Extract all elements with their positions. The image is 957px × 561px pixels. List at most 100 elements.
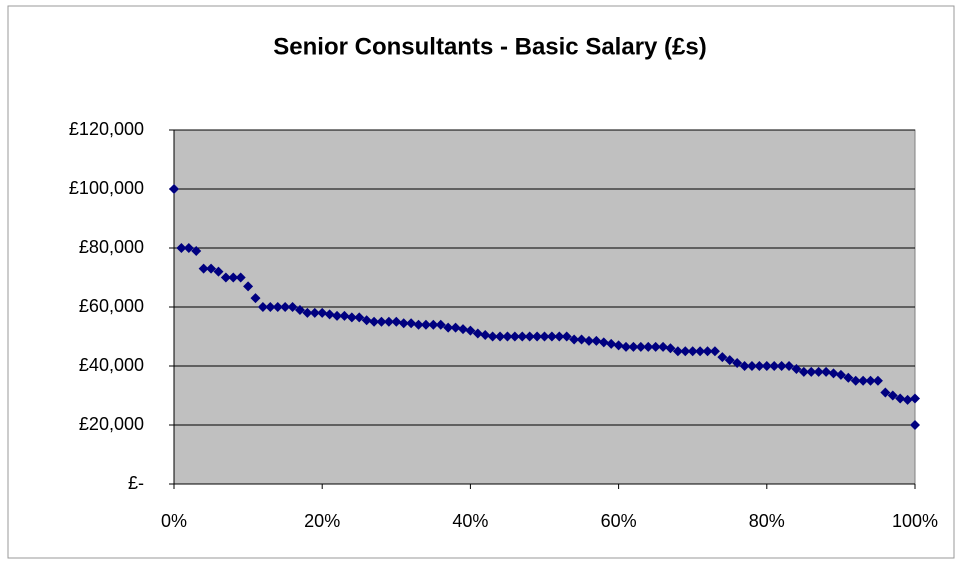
point: [554, 331, 565, 342]
point: [835, 369, 846, 380]
point: [413, 319, 424, 330]
point: [887, 390, 898, 401]
point: [346, 312, 357, 323]
point: [465, 325, 476, 336]
point: [517, 331, 528, 342]
point: [650, 341, 661, 352]
point: [606, 338, 617, 349]
point: [598, 337, 609, 348]
point: [761, 361, 772, 371]
point: [213, 266, 224, 277]
point: [858, 375, 869, 386]
point: [828, 368, 839, 379]
chart-title: Senior Consultants - Basic Salary (£s): [273, 33, 706, 60]
y-tick-label: £60,000: [79, 296, 144, 316]
point: [695, 346, 706, 357]
point: [872, 375, 883, 386]
point: [895, 393, 906, 404]
point: [250, 293, 261, 304]
point: [902, 394, 913, 405]
point: [754, 361, 765, 371]
point: [524, 331, 535, 342]
point: [843, 372, 854, 383]
point: [354, 312, 365, 323]
point: [591, 335, 602, 346]
point: [576, 334, 587, 345]
y-tick-label: £120,000: [69, 119, 144, 139]
point: [798, 366, 809, 377]
point: [420, 319, 431, 330]
point: [294, 304, 305, 315]
point: [450, 322, 461, 333]
point: [680, 346, 691, 357]
point: [546, 331, 557, 342]
x-tick-label: 20%: [304, 511, 340, 531]
point: [880, 387, 891, 398]
point: [272, 302, 283, 312]
point: [643, 341, 654, 352]
y-tick-label: £80,000: [79, 237, 144, 257]
point: [487, 331, 498, 342]
point: [621, 341, 632, 352]
point: [806, 366, 817, 377]
point: [717, 352, 728, 363]
point: [228, 272, 239, 283]
point: [910, 393, 920, 404]
x-tick-label: 0%: [161, 511, 187, 531]
point: [406, 318, 417, 329]
point: [183, 243, 194, 253]
point: [821, 366, 832, 377]
point: [539, 331, 550, 342]
point: [502, 331, 513, 342]
point: [376, 316, 387, 327]
point: [317, 307, 328, 318]
point: [509, 331, 520, 342]
point: [287, 302, 298, 312]
point: [791, 363, 802, 374]
point: [784, 361, 795, 371]
point: [776, 361, 787, 371]
x-tick-label: 100%: [892, 511, 938, 531]
point: [280, 302, 291, 312]
point: [702, 346, 713, 357]
x-tick-label: 80%: [749, 511, 785, 531]
point: [739, 361, 750, 371]
point: [746, 361, 757, 371]
point: [569, 334, 580, 345]
point: [457, 324, 468, 335]
point: [309, 307, 320, 318]
y-tick-label: £20,000: [79, 414, 144, 434]
point: [324, 309, 335, 320]
point: [672, 346, 683, 357]
point: [235, 272, 246, 283]
point: [435, 319, 446, 330]
point: [339, 310, 350, 321]
point: [613, 340, 624, 351]
point: [220, 272, 231, 283]
point: [495, 331, 506, 342]
point: [709, 346, 720, 357]
x-tick-label: 60%: [601, 511, 637, 531]
point: [428, 319, 439, 330]
point: [176, 243, 187, 253]
y-tick-label: £100,000: [69, 178, 144, 198]
point: [361, 315, 372, 326]
point: [769, 361, 780, 371]
point: [658, 341, 669, 352]
point: [583, 335, 594, 346]
point: [687, 346, 698, 357]
point: [532, 331, 543, 342]
point: [169, 184, 179, 194]
point: [910, 420, 920, 430]
point: [198, 263, 209, 274]
point: [813, 366, 824, 377]
point: [391, 316, 402, 327]
point: [724, 355, 735, 366]
point: [635, 341, 646, 352]
point: [206, 263, 217, 274]
point: [332, 310, 343, 321]
point: [191, 245, 202, 256]
point: [265, 302, 276, 312]
point: [665, 343, 676, 354]
